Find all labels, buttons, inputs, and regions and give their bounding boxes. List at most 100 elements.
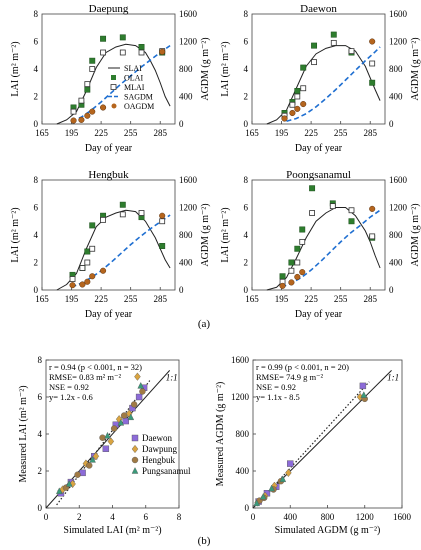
- x-tick-label: 400: [284, 512, 298, 522]
- series-sagdm-line: [286, 46, 381, 123]
- y-axis-label: LAI (m² m⁻²): [220, 207, 231, 262]
- olai-point: [119, 201, 126, 208]
- x-tick-label: 225: [94, 294, 108, 304]
- plot-frame: [41, 13, 176, 125]
- y-tick-label: 0: [38, 503, 43, 513]
- y2-tick-label: 1600: [179, 175, 198, 185]
- olai-point: [138, 44, 145, 50]
- oagdm-point: [281, 115, 288, 122]
- x-tick-label: 1600: [393, 512, 412, 522]
- olai-point: [369, 79, 376, 86]
- x-tick-label: 255: [334, 294, 348, 304]
- oagdm-point: [288, 279, 295, 286]
- y2-tick-label: 400: [389, 92, 403, 102]
- y-tick-label: 4: [38, 429, 43, 439]
- oagdm-point: [279, 282, 286, 289]
- olai-point: [119, 34, 126, 41]
- legend-label-slai: SLAI: [124, 64, 142, 73]
- y-tick-label: 6: [244, 37, 249, 47]
- x-axis-label: Simulated AGDM (g m⁻²): [275, 525, 381, 536]
- figure-label-b: (b): [198, 535, 211, 547]
- scatter-panel-agdm: 0 400 800 1200 1600 0 400 800 1200 1600 Simulated …: [215, 355, 412, 536]
- scatter-point: [127, 413, 135, 421]
- scatter-point: [102, 445, 110, 452]
- oagdm-point: [78, 116, 85, 123]
- y-tick-label: 1600: [231, 355, 250, 365]
- oagdm-point: [69, 282, 76, 289]
- oagdm-point: [289, 109, 296, 117]
- x-tick-label: 195: [65, 294, 79, 304]
- plot-frame: [251, 13, 386, 125]
- mlai-point: [119, 211, 126, 218]
- oagdm-point: [100, 104, 107, 111]
- y-tick-label: 1200: [231, 392, 250, 402]
- stat-line: NSE = 0.92: [256, 382, 296, 392]
- y-tick-label: 8: [244, 9, 249, 19]
- panel-title: Hengbuk: [88, 169, 129, 181]
- mlai-point: [84, 81, 91, 88]
- x-axis-label: Day of year: [295, 309, 343, 320]
- scatter-point: [131, 467, 139, 474]
- y-tick-label: 6: [34, 203, 39, 213]
- oagdm-point: [84, 278, 91, 285]
- x-tick-label: 195: [65, 128, 79, 138]
- x-tick-label: 0: [251, 512, 256, 522]
- x-tick-label: 285: [153, 294, 167, 304]
- mlai-point: [369, 60, 376, 67]
- y-tick-label: 8: [244, 175, 249, 185]
- y2-tick-label: 1200: [389, 37, 408, 47]
- mlai-point: [294, 93, 301, 100]
- y2-tick-label: 800: [179, 230, 193, 240]
- plot-frame: [251, 179, 386, 291]
- y2-axis-label: AGDM (g m⁻²): [410, 37, 421, 100]
- y-tick-label: 2: [34, 92, 39, 102]
- oagdm-point: [299, 269, 306, 276]
- y2-tick-label: 1600: [389, 175, 408, 185]
- x-tick-label: 195: [275, 128, 289, 138]
- y2-tick-label: 800: [179, 64, 193, 74]
- one-to-one-label: 1:1: [387, 373, 399, 383]
- y-tick-label: 6: [38, 392, 43, 402]
- x-tick-label: 165: [35, 128, 49, 138]
- y-tick-label: 0: [245, 503, 250, 513]
- legend-label: Daewon: [142, 433, 172, 443]
- legend-label: Hengbuk: [142, 455, 175, 465]
- legend-label-sagdm: SAGDM: [124, 93, 153, 102]
- y2-axis-label: AGDM (g m⁻²): [200, 203, 211, 266]
- scatter-point: [137, 381, 145, 389]
- y2-tick-label: 0: [389, 119, 394, 129]
- mlai-point: [138, 210, 145, 216]
- olai-point: [309, 185, 316, 192]
- scatter-point: [92, 452, 100, 461]
- x-tick-label: 255: [124, 294, 138, 304]
- scatter-point: [104, 431, 111, 439]
- y-tick-label: 4: [244, 64, 249, 74]
- mlai-point: [89, 245, 96, 252]
- oagdm-point: [89, 273, 96, 280]
- y-tick-label: 0: [34, 285, 39, 295]
- y-axis-label: Measured AGDM (g m⁻²): [215, 382, 226, 487]
- y2-tick-label: 0: [179, 119, 184, 129]
- olai-point: [288, 259, 295, 266]
- scatter-point: [131, 434, 139, 442]
- panel-title: Daewon: [300, 3, 337, 15]
- y2-tick-label: 1600: [389, 9, 408, 19]
- legend-swatch-mlai: [110, 84, 117, 90]
- x-tick-label: 0: [44, 512, 49, 522]
- y-axis-label: LAI (m² m⁻²): [220, 41, 231, 96]
- oagdm-point: [369, 38, 376, 45]
- mlai-point: [78, 97, 85, 104]
- y-tick-label: 0: [244, 119, 249, 129]
- figure-label-a: (a): [198, 318, 211, 330]
- olai-point: [84, 86, 91, 93]
- stat-line: r = 0.94 (p < 0.001, n = 32): [49, 362, 142, 372]
- y2-tick-label: 800: [389, 230, 403, 240]
- oagdm-point: [79, 281, 86, 288]
- scatter-point: [279, 475, 287, 483]
- scatter-point: [134, 372, 141, 381]
- scatter-point: [74, 471, 81, 478]
- x-tick-label: 255: [334, 128, 348, 138]
- y2-tick-label: 800: [389, 64, 403, 74]
